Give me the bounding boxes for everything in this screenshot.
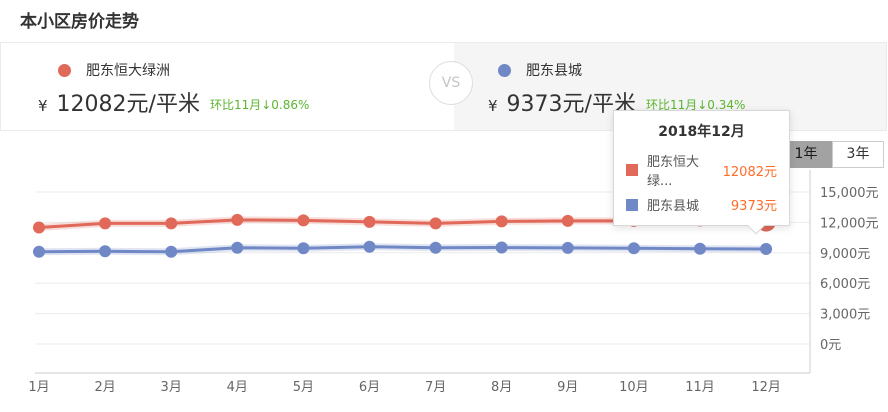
left-price: 12082元/平米 xyxy=(56,92,200,117)
y-axis-label: 9,000元 xyxy=(820,247,870,262)
x-axis-label: 8月 xyxy=(491,380,512,395)
chart-tooltip: 2018年12月 肥东恒大绿... 12082元 肥东县城 9373元 xyxy=(613,110,790,235)
tooltip-row: 肥东恒大绿... 12082元 xyxy=(626,151,777,189)
right-community-name: 肥东县城 xyxy=(526,63,582,79)
blue-series-dot-icon xyxy=(498,63,511,77)
blue-legend-swatch-icon xyxy=(626,198,638,211)
x-axis-label: 7月 xyxy=(425,380,446,395)
x-axis-label: 4月 xyxy=(227,380,248,395)
data-point[interactable] xyxy=(165,245,178,258)
page-title: 本小区房价走势 xyxy=(20,12,139,32)
y-axis-label: 0元 xyxy=(820,338,841,353)
data-point[interactable] xyxy=(297,242,310,255)
data-point[interactable] xyxy=(99,217,112,230)
right-mom-change: 环比11月↓0.34% xyxy=(645,98,746,112)
data-point[interactable] xyxy=(627,242,640,255)
data-point[interactable] xyxy=(297,214,310,227)
data-point[interactable] xyxy=(231,213,244,226)
left-community-name: 肥东恒大绿洲 xyxy=(86,63,170,79)
data-point[interactable] xyxy=(33,245,45,258)
data-point[interactable] xyxy=(363,215,376,228)
series-line xyxy=(38,245,767,254)
right-community-card: 肥东县城 ¥ 9373元/平米 环比11月↓0.34% xyxy=(454,43,886,130)
y-axis-label: 15,000元 xyxy=(820,186,879,201)
x-axis-label: 10月 xyxy=(619,380,649,395)
x-axis-label: 5月 xyxy=(293,380,314,395)
yen-symbol: ¥ xyxy=(488,97,498,115)
data-point[interactable] xyxy=(231,241,244,254)
y-axis-label: 6,000元 xyxy=(820,277,870,292)
left-community-name-row: 肥东恒大绿洲 xyxy=(58,60,170,80)
data-point[interactable] xyxy=(99,245,112,258)
x-axis-label: 1月 xyxy=(28,380,49,395)
data-point[interactable] xyxy=(363,240,376,253)
right-community-name-row: 肥东县城 xyxy=(498,60,582,80)
x-axis-label: 6月 xyxy=(359,380,380,395)
x-axis-label: 2月 xyxy=(94,380,115,395)
data-point[interactable] xyxy=(760,243,773,256)
data-point[interactable] xyxy=(165,217,178,230)
x-axis-label: 12月 xyxy=(751,380,781,395)
data-point[interactable] xyxy=(429,241,442,254)
x-axis-label: 9月 xyxy=(557,380,578,395)
red-series-dot-icon xyxy=(58,63,71,77)
tooltip-series-value: 12082元 xyxy=(722,164,777,180)
left-community-card: 肥东恒大绿洲 ¥ 12082元/平米 环比11月↓0.86% xyxy=(1,43,454,130)
yen-symbol: ¥ xyxy=(38,97,48,115)
tooltip-series-name: 肥东恒大绿... xyxy=(647,155,700,189)
data-point[interactable] xyxy=(33,221,45,234)
data-point[interactable] xyxy=(495,215,508,228)
data-point[interactable] xyxy=(561,241,574,254)
left-mom-change: 环比11月↓0.86% xyxy=(209,98,310,112)
data-point[interactable] xyxy=(495,241,508,254)
data-point[interactable] xyxy=(694,242,706,255)
tooltip-series-name: 肥东县城 xyxy=(647,199,700,214)
data-point[interactable] xyxy=(561,214,574,227)
tooltip-title: 2018年12月 xyxy=(658,124,745,140)
tab-3-year[interactable]: 3年 xyxy=(832,141,884,168)
data-point[interactable] xyxy=(429,217,442,230)
y-axis-label: 12,000元 xyxy=(820,216,879,231)
x-axis-label: 11月 xyxy=(685,380,715,395)
tooltip-row: 肥东县城 9373元 xyxy=(626,195,777,214)
tooltip-series-value: 9373元 xyxy=(730,199,777,214)
left-price-row: ¥ 12082元/平米 环比11月↓0.86% xyxy=(38,86,309,118)
x-axis-label: 3月 xyxy=(161,380,182,395)
red-legend-swatch-icon xyxy=(626,164,638,176)
y-axis-label: 3,000元 xyxy=(820,308,870,323)
vs-badge: VS xyxy=(429,61,473,105)
